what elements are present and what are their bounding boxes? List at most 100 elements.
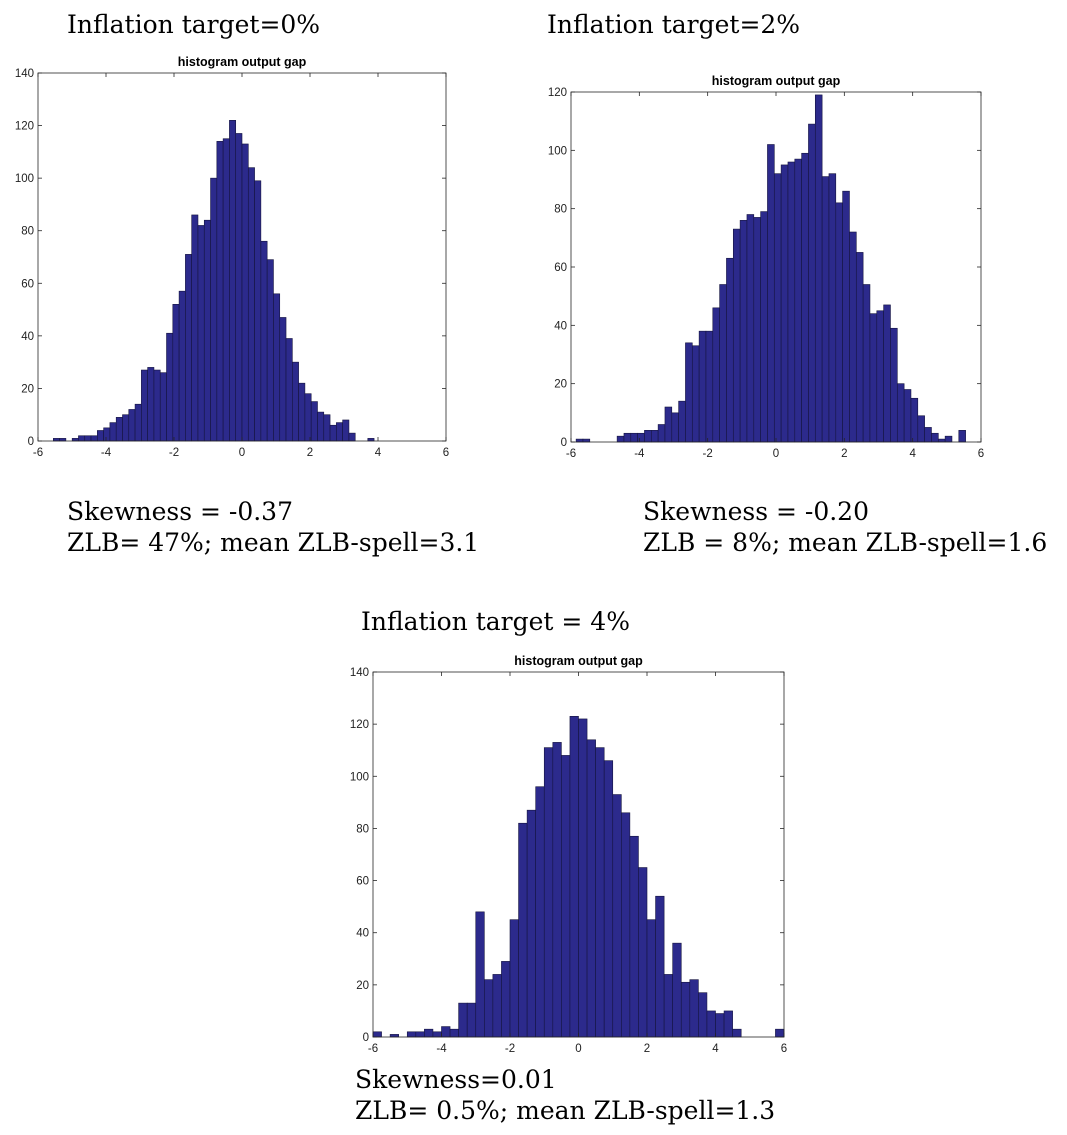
histogram-bar — [406, 1031, 417, 1038]
histogram-bar — [638, 867, 648, 1038]
histogram-bars — [372, 716, 785, 1038]
skewness-text-3: Skewness=0.01 — [355, 1065, 557, 1094]
histogram-bar — [586, 739, 596, 1038]
y-tick-label: 40 — [21, 331, 34, 343]
histogram-bar — [646, 919, 656, 1038]
histogram-bar — [672, 942, 682, 1038]
histogram-bar — [603, 760, 614, 1038]
histogram-bar — [449, 1028, 459, 1038]
y-tick-label: 80 — [554, 204, 567, 216]
y-tick-label: 120 — [15, 121, 34, 133]
panel-caption-3: Skewness=0.01 ZLB= 0.5%; mean ZLB-spell=… — [355, 1064, 775, 1126]
histogram-bar — [415, 1031, 425, 1038]
histogram-bar — [689, 979, 699, 1038]
y-tick-label: 40 — [356, 928, 369, 940]
zlb-text-3: ZLB= 0.5%; mean ZLB-spell=1.3 — [355, 1096, 776, 1125]
histogram-bar — [561, 755, 571, 1038]
y-tick-label: 120 — [350, 719, 369, 731]
skewness-text-2: Skewness = -0.20 — [643, 497, 869, 526]
y-tick-label: 140 — [15, 68, 34, 80]
histogram-bar — [775, 1028, 785, 1038]
x-tick-label: 4 — [712, 1043, 719, 1055]
histogram-bar — [569, 716, 579, 1038]
y-tick-label: 60 — [21, 278, 34, 290]
histogram-bar — [698, 992, 708, 1038]
histogram-bar — [492, 974, 502, 1038]
x-tick-label: 0 — [575, 1043, 581, 1055]
x-tick-label: -2 — [703, 448, 713, 460]
x-tick-label: 6 — [443, 447, 449, 459]
histogram-bar — [655, 895, 665, 1038]
x-tick-label: 0 — [773, 448, 779, 460]
histogram-bar — [466, 1002, 477, 1038]
histogram-bar — [475, 911, 485, 1038]
y-tick-label: 120 — [548, 87, 567, 99]
histogram-bar — [706, 1010, 716, 1038]
histogram-bar — [424, 1028, 434, 1038]
histogram-bar — [372, 1031, 382, 1038]
panel-heading-2: Inflation target=2% — [547, 10, 801, 39]
x-tick-label: 6 — [781, 1043, 787, 1055]
histogram-bar — [723, 1010, 733, 1038]
histogram-bar — [535, 786, 545, 1038]
y-tick-label: 40 — [554, 320, 567, 332]
x-tick-label: -2 — [505, 1043, 515, 1055]
x-tick-label: 2 — [644, 1043, 650, 1055]
histogram-bar — [441, 1026, 451, 1038]
x-tick-label: -6 — [368, 1043, 378, 1055]
x-tick-label: -2 — [169, 447, 179, 459]
y-tick-label: 0 — [28, 436, 34, 448]
y-tick-label: 100 — [15, 173, 34, 185]
y-tick-label: 20 — [21, 383, 34, 395]
histogram-bar — [484, 979, 494, 1038]
histogram-bar — [612, 794, 622, 1038]
chart-title: histogram output gap — [178, 55, 307, 69]
y-tick-label: 0 — [363, 1032, 369, 1044]
histogram-bar — [595, 747, 605, 1038]
zlb-text-2: ZLB = 8%; mean ZLB-spell=1.6 — [643, 528, 1048, 557]
y-tick-label: 0 — [561, 437, 567, 449]
chart-title: histogram output gap — [712, 74, 841, 88]
y-tick-label: 20 — [554, 379, 567, 391]
y-tick-label: 20 — [356, 980, 369, 992]
panel-heading-1: Inflation target=0% — [67, 10, 321, 39]
y-tick-label: 80 — [356, 823, 369, 835]
x-tick-label: 0 — [239, 447, 245, 459]
y-tick-label: 140 — [350, 667, 369, 679]
x-tick-label: -4 — [634, 448, 645, 460]
x-tick-label: 2 — [307, 447, 313, 459]
x-tick-label: -6 — [566, 448, 576, 460]
x-tick-label: -6 — [33, 447, 43, 459]
x-tick-label: -4 — [101, 447, 112, 459]
x-tick-label: 4 — [375, 447, 382, 459]
histogram-bar — [680, 981, 691, 1038]
histogram-bars — [52, 120, 375, 442]
x-tick-label: 4 — [909, 448, 916, 460]
y-tick-label: 80 — [21, 226, 34, 238]
histogram-bar — [543, 747, 554, 1038]
panel-caption-2: Skewness = -0.20 ZLB = 8%; mean ZLB-spel… — [643, 496, 1047, 558]
chart-title: histogram output gap — [514, 654, 643, 668]
y-tick-label: 60 — [554, 262, 567, 274]
zlb-text-1: ZLB= 47%; mean ZLB-spell=3.1 — [67, 528, 480, 557]
y-tick-label: 100 — [548, 145, 567, 157]
histogram-bar — [715, 1013, 725, 1038]
histogram-bar — [526, 809, 536, 1038]
histogram-bar — [732, 1028, 742, 1038]
panel-caption-1: Skewness = -0.37 ZLB= 47%; mean ZLB-spel… — [67, 496, 479, 558]
panel-heading-3: Inflation target = 4% — [361, 607, 630, 636]
y-tick-label: 100 — [350, 771, 369, 783]
x-tick-label: 2 — [841, 448, 847, 460]
histogram-bar — [621, 812, 631, 1038]
y-tick-label: 60 — [356, 876, 369, 888]
histogram-bar — [432, 1031, 442, 1038]
histogram-bar — [518, 822, 528, 1038]
histogram-bar — [509, 919, 519, 1038]
histogram-bar — [458, 1002, 468, 1038]
x-tick-label: 6 — [978, 448, 984, 460]
histogram-bar — [552, 742, 562, 1038]
histogram-bar — [578, 718, 588, 1038]
skewness-text-1: Skewness = -0.37 — [67, 497, 293, 526]
